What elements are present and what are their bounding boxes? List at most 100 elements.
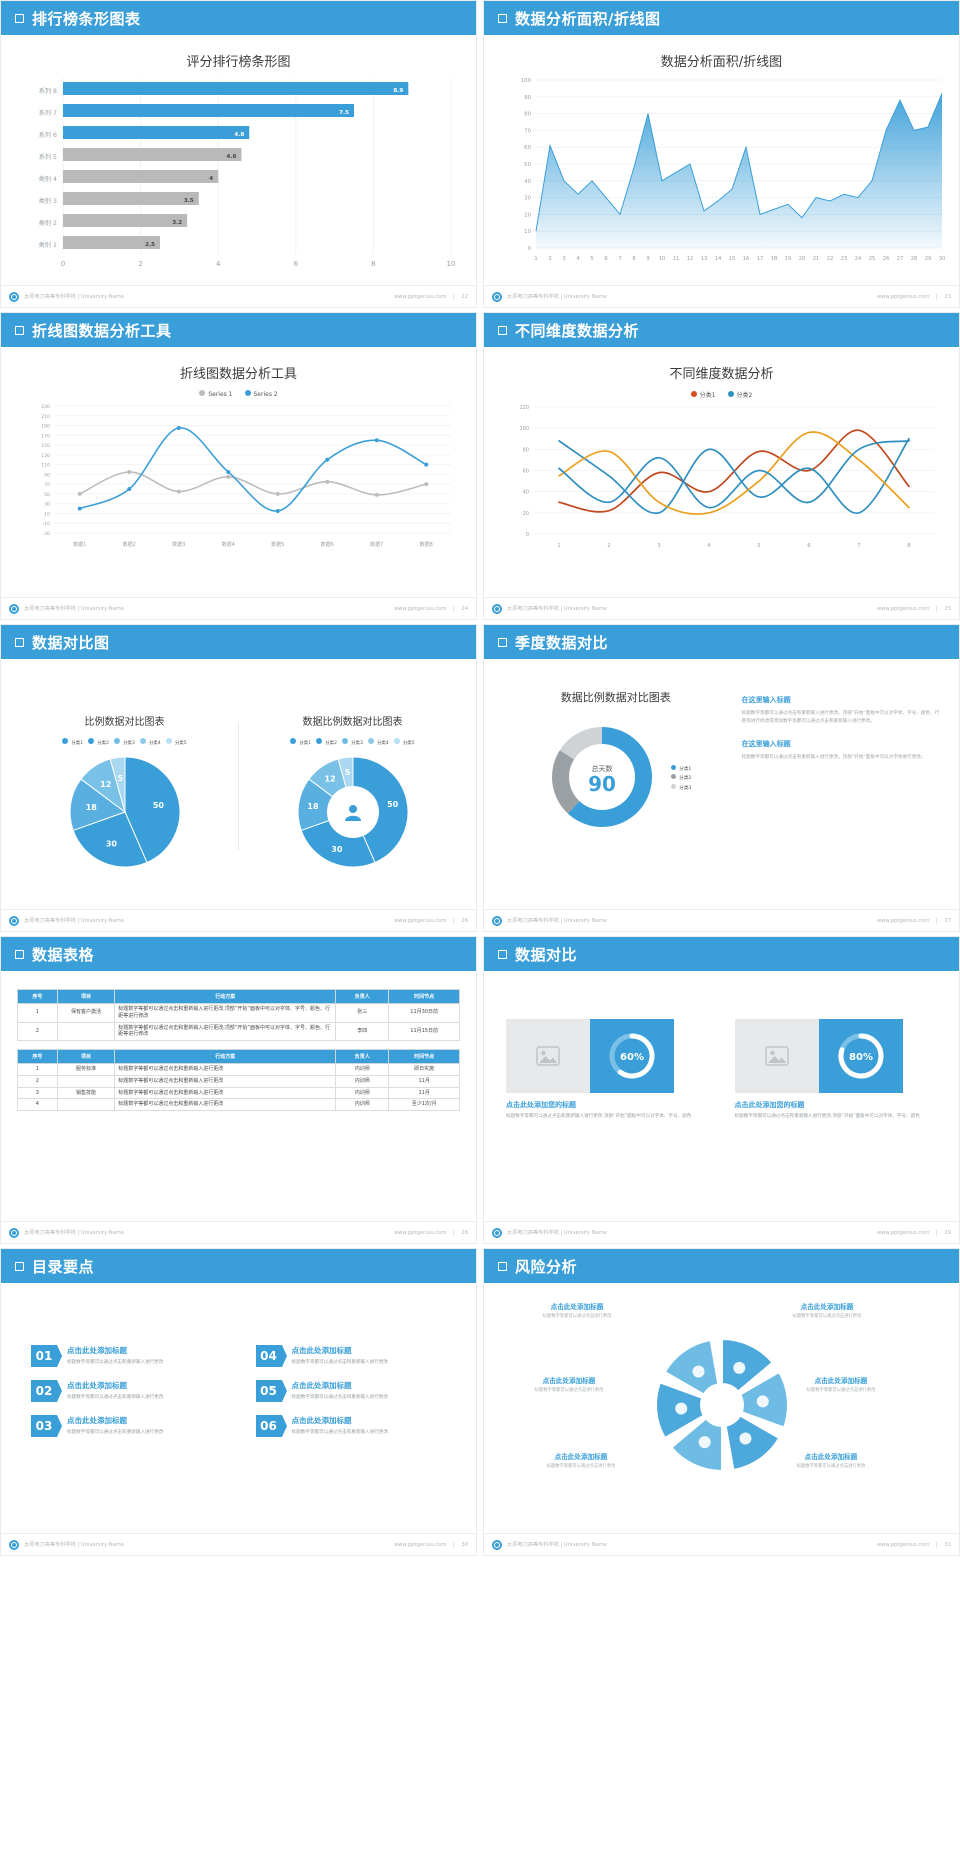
footer-university: 太原电力高等专科学校 | University Name [507, 294, 608, 300]
toc-item[interactable]: 03 点击此处添加标题 标题数字等都可以通过点击和重新输入进行更改 [31, 1415, 222, 1437]
svg-text:24: 24 [855, 256, 862, 262]
footer-university: 太原电力高等专科学校 | University Name [507, 1230, 608, 1236]
table-cell: 张三 [335, 1003, 390, 1023]
square-bullet-icon [498, 13, 507, 23]
text-panel: 在这里输入标题 标题数字等都可以通过点击和重新输入进行更改。顶部“开始”面板中可… [732, 689, 943, 839]
svg-text:系列 5: 系列 5 [39, 153, 57, 161]
slide-title: 排行榜条形图表 [32, 9, 141, 28]
slide-footer: 太原电力高等专科学校 | University Name www.pptgeni… [484, 1221, 959, 1243]
risk-label-title: 点击此处添加标题 [554, 1453, 608, 1461]
toc-item[interactable]: 06 点击此处添加标题 标题数字等都可以通过点击和重新输入进行更改 [255, 1415, 447, 1437]
table-row[interactable]: 2 标题数字等都可以通过点击和重新输入进行更改,顶部“开始”面板中可以对字体、字号… [17, 1021, 460, 1041]
action-table-1[interactable]: 序号 项目 行动方案 负责人 时间节点 1 保有客户激活 标题数字等都可以通过点击和… [17, 989, 460, 1041]
svg-text:0: 0 [526, 532, 529, 538]
svg-text:系列 6: 系列 6 [39, 131, 57, 139]
university-logo-icon [9, 1539, 19, 1550]
toc-item[interactable]: 05 点击此处添加标题 标题数字等都可以通过点击和重新输入进行更改 [255, 1380, 447, 1402]
svg-text:150: 150 [41, 443, 50, 449]
footer-site: www.pptgenius.com [393, 917, 447, 924]
toc-body: 标题数字等都可以通过点击和重新输入进行更改 [67, 1360, 164, 1365]
svg-text:数据1: 数据1 [73, 541, 86, 548]
risk-label-title: 点击此处添加标题 [542, 1377, 596, 1385]
toc-body: 标题数字等都可以通过点击和重新输入进行更改 [67, 1395, 164, 1400]
toc-body: 标题数字等都可以通过点击和重新输入进行更改 [291, 1360, 388, 1365]
svg-text:类别 2: 类别 2 [39, 219, 57, 227]
toc-item[interactable]: 02 点击此处添加标题 标题数字等都可以通过点击和重新输入进行更改 [31, 1380, 222, 1402]
table-cell: 李四 [335, 1021, 390, 1041]
toc-item[interactable]: 01 点击此处添加标题 标题数字等都可以通过点击和重新输入进行更改 [31, 1345, 222, 1367]
table-cell: 标题数字等都可以通过点击和重新输入进行更改 [114, 1063, 337, 1076]
risk-label-title: 点击此处添加标题 [804, 1453, 858, 1461]
svg-text:7: 7 [618, 256, 621, 262]
square-bullet-icon [15, 1261, 24, 1271]
risk-label-body: 标题数字等都可以通过点击进行更改 [806, 1388, 876, 1393]
slide-footer: 太原电力高等专科学校 | University Name www.pptgeni… [484, 597, 959, 619]
svg-text:0: 0 [61, 260, 65, 268]
footer-university: 太原电力高等专科学校 | University Name [507, 918, 608, 924]
university-logo-icon [9, 1227, 19, 1238]
toc-item[interactable]: 04 点击此处添加标题 标题数字等都可以通过点击和重新输入进行更改 [255, 1345, 447, 1367]
legend-cat-2: 分类2 [727, 390, 752, 399]
svg-text:类别 4: 类别 4 [39, 175, 57, 183]
chart-icon [739, 1432, 752, 1445]
slide-grid: 排行榜条形图表 评分排行榜条形图 0 2 4 6 8 10 系列 8 8.9 系列 7 7.5 系列… [0, 0, 960, 1556]
svg-text:2.5: 2.5 [145, 242, 155, 248]
table-row[interactable]: 4 标题数字等都可以通过点击和重新输入进行更改 内训师 至少1次/月 [17, 1098, 460, 1111]
svg-text:21: 21 [813, 256, 820, 262]
table-cell [56, 1074, 116, 1088]
svg-text:80: 80 [523, 447, 529, 453]
svg-text:50: 50 [387, 800, 399, 809]
university-logo-icon [9, 915, 19, 926]
toc-title: 点击此处添加标题 [291, 1416, 352, 1425]
donut-legend: 分类1 分类2 分类3 分类4 分类5 [239, 738, 466, 746]
footer-page: 31 [936, 1541, 951, 1548]
slide-header: 数据对比图 [1, 625, 476, 659]
svg-text:25: 25 [869, 256, 876, 262]
svg-text:-10: -10 [42, 521, 50, 527]
svg-text:26: 26 [883, 256, 890, 262]
table-cell: 标题数字等都可以通过点击和重新输入进行更改,顶部“开始”面板中可以对字体、字号、… [114, 1003, 337, 1023]
table-row[interactable]: 1 服务标准 标题数字等都可以通过点击和重新输入进行更改 内训师 即日实施 [17, 1063, 460, 1076]
legend-5: 分类5 [393, 738, 415, 746]
table-cell: 标题数字等都可以通过点击和重新输入进行更改 [114, 1086, 337, 1100]
legend-2: 分类2 [671, 774, 691, 784]
footer-page: 24 [453, 605, 468, 612]
slide-header: 目录要点 [1, 1249, 476, 1283]
svg-text:1: 1 [534, 256, 537, 262]
table-row[interactable]: 1 保有客户激活 标题数字等都可以通过点击和重新输入进行更改,顶部“开始”面板中可以… [17, 1003, 460, 1023]
chart-title: 不同维度数据分析 [669, 367, 774, 382]
toc-body: 标题数字等都可以通过点击和重新输入进行更改 [67, 1430, 164, 1435]
svg-text:5: 5 [117, 774, 123, 783]
table-header-row: 序号 项目 行动方案 负责人 时间节点 [17, 1049, 460, 1064]
col-project: 项目 [56, 1049, 116, 1064]
toc-number: 01 [31, 1345, 62, 1367]
footer-site: www.pptgenius.com [876, 293, 930, 300]
svg-text:18: 18 [85, 803, 97, 812]
slide-title: 季度数据对比 [515, 633, 609, 652]
svg-text:100: 100 [521, 78, 532, 84]
footer-site: www.pptgenius.com [876, 1229, 930, 1236]
table-row[interactable]: 3 销售技能 标题数字等都可以通过点击和重新输入进行更改 内训师 11月 [17, 1086, 460, 1100]
square-bullet-icon [498, 949, 507, 959]
risk-segment-5 [655, 1381, 725, 1440]
svg-text:16: 16 [743, 256, 750, 262]
svg-text:2: 2 [548, 256, 551, 262]
svg-text:120: 120 [519, 405, 529, 411]
svg-text:10: 10 [447, 260, 456, 268]
svg-text:10: 10 [44, 511, 50, 517]
university-logo-icon [9, 603, 19, 614]
slide-header: 排行榜条形图表 [1, 1, 476, 35]
square-bullet-icon [498, 325, 507, 335]
slide-multi-dim: 不同维度数据分析 不同维度数据分析 分类1 分类2 0 20 40 60 80 100 12… [483, 312, 960, 620]
legend-3: 分类3 [342, 738, 363, 746]
action-table-2[interactable]: 序号 项目 行动方案 负责人 时间节点 1 服务标准 标题数字等都可以通过点击和重新… [17, 1049, 460, 1111]
card-body: 标题数字等都可以通过点击和重新输入进行更改,顶部“开始”面板中可以对字体、字号、… [734, 1114, 920, 1119]
col-plan: 行动方案 [114, 989, 337, 1004]
doc-icon [692, 1365, 705, 1378]
slide-footer: 太原电力高等专科学校 | University Name www.pptgeni… [1, 1221, 476, 1243]
risk-label: 点击此处添加标题 标题数字等都可以通过点击进行更改 [494, 1375, 644, 1395]
table-row[interactable]: 2 标题数字等都可以通过点击和重新输入进行更改 内训师 11月 [17, 1074, 460, 1088]
risk-label: 点击此处添加标题 标题数字等都可以通过点击进行更改 [506, 1451, 656, 1471]
svg-text:30: 30 [105, 839, 117, 848]
footer-site: www.pptgenius.com [393, 1541, 447, 1548]
